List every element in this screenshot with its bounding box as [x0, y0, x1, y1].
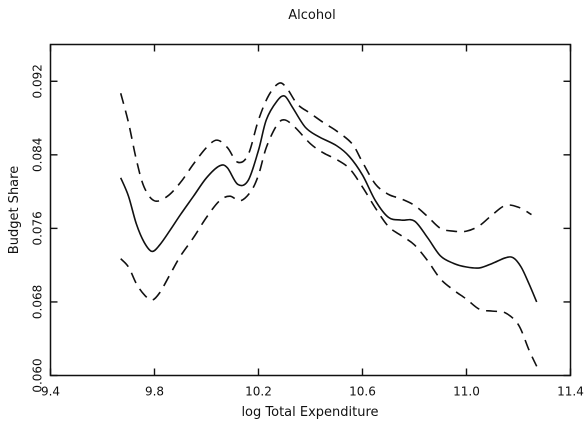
chart-title: Alcohol — [288, 8, 335, 23]
y-tick-label: 0.068 — [31, 285, 45, 319]
estimate-line-0 — [119, 95, 538, 303]
x-tick-label: 11.0 — [453, 385, 480, 399]
y-tick-label: 0.060 — [31, 358, 45, 392]
x-tick-label: 11.4 — [557, 385, 584, 399]
x-tick-label: 10.2 — [245, 385, 272, 399]
confidence-band-line-2 — [120, 119, 538, 367]
series-layer — [119, 82, 538, 367]
tick-labels: 9.4 9.8 10.2 10.6 11.0 11.4 0.060 0.068 0.076 0.0… — [31, 64, 584, 398]
x-tick-label: 9.4 — [41, 385, 60, 399]
y-axis-label: Budget Share — [7, 166, 22, 254]
plot-frame — [49, 43, 572, 377]
confidence-band-line-1 — [119, 82, 532, 233]
x-axis-label: log Total Expenditure — [241, 405, 378, 420]
y-tick-label: 0.092 — [31, 64, 45, 98]
tick-marks — [49, 44, 572, 377]
x-tick-label: 9.8 — [145, 385, 164, 399]
x-tick-label: 10.6 — [349, 385, 376, 399]
y-tick-label: 0.076 — [31, 211, 45, 245]
y-tick-label: 0.084 — [31, 138, 45, 172]
